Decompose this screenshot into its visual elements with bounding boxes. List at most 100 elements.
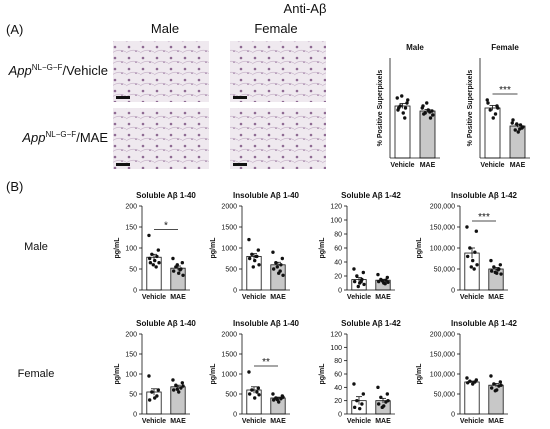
- micrograph: [113, 41, 209, 102]
- data-point: [401, 111, 405, 115]
- data-point: [247, 370, 251, 374]
- data-point: [518, 123, 523, 127]
- data-point: [171, 256, 175, 261]
- treatment: /MAE: [76, 130, 108, 145]
- x-tick-label: Vehicle: [480, 162, 504, 169]
- data-point: [281, 273, 285, 277]
- data-point: [511, 118, 515, 122]
- row-label: Male: [24, 241, 48, 253]
- y-tick-label: 150,000: [430, 225, 455, 232]
- scale-bar: [116, 96, 130, 99]
- data-point: [352, 382, 356, 386]
- data-point: [499, 272, 503, 276]
- data-point: [380, 405, 384, 410]
- data-point: [361, 270, 366, 275]
- data-point: [468, 246, 472, 250]
- micrograph: [113, 108, 209, 169]
- data-point: [384, 278, 388, 282]
- data-point: [178, 268, 182, 272]
- chart: Female % Positive Superpixels Vehicle MAE **…: [467, 43, 530, 169]
- superscript: NL−G−F: [46, 130, 77, 139]
- x-tick-label: MAE: [170, 294, 186, 301]
- data-point: [247, 256, 252, 261]
- data-point: [256, 386, 261, 390]
- data-point: [257, 393, 261, 397]
- y-axis-label: pg/mL: [416, 237, 423, 259]
- y-tick-label: 0: [233, 412, 237, 419]
- data-point: [177, 271, 181, 275]
- data-point: [385, 392, 390, 396]
- y-axis-label: pg/mL: [114, 237, 121, 259]
- micrographs: [113, 41, 326, 169]
- data-point: [153, 258, 157, 263]
- data-point: [148, 261, 153, 265]
- x-tick-label: Vehicle: [347, 418, 371, 425]
- y-axis-label: % Positive Superpixels: [377, 70, 384, 147]
- figure-title: Anti-Aβ: [284, 1, 327, 16]
- data-point: [397, 106, 401, 110]
- significance-label: **: [262, 357, 270, 368]
- y-tick-label: 60: [334, 372, 342, 379]
- data-point: [496, 268, 500, 272]
- data-point: [156, 248, 161, 252]
- y-tick-label: 1000: [221, 372, 237, 379]
- data-point: [150, 390, 154, 394]
- y-axis-label: pg/mL: [210, 237, 217, 259]
- data-point: [385, 275, 390, 280]
- data-point: [177, 390, 181, 394]
- data-point: [428, 110, 432, 114]
- data-point: [516, 130, 520, 134]
- micrograph: [230, 41, 326, 102]
- data-point: [271, 392, 275, 396]
- chart-title: Insoluble Aβ 1-40: [233, 319, 299, 328]
- data-point: [376, 279, 381, 284]
- y-tick-label: 1000: [221, 246, 237, 253]
- data-point: [489, 269, 494, 273]
- data-point: [492, 265, 496, 269]
- panel-label: (A): [6, 22, 23, 37]
- data-point: [254, 254, 258, 259]
- data-point: [279, 263, 283, 267]
- data-point: [181, 273, 185, 277]
- data-point: [465, 225, 469, 229]
- data-point: [400, 94, 404, 98]
- y-tick-label: 0: [451, 412, 455, 419]
- data-point: [376, 272, 380, 277]
- y-tick-label: 0: [233, 288, 237, 295]
- data-point: [361, 392, 366, 396]
- data-point: [493, 112, 498, 116]
- data-point: [471, 258, 475, 263]
- data-point: [473, 250, 477, 254]
- treatment: /Vehicle: [62, 63, 108, 78]
- data-point: [403, 116, 407, 120]
- data-point: [496, 106, 500, 110]
- chart-title: Soluble Aβ 1-40: [136, 319, 196, 328]
- data-point: [250, 388, 254, 392]
- significance-label: *: [164, 220, 168, 231]
- data-point: [474, 229, 479, 233]
- data-point: [253, 396, 257, 400]
- gene: App: [8, 63, 32, 78]
- y-tick-label: 100: [330, 218, 342, 225]
- y-tick-label: 200: [125, 332, 137, 339]
- y-tick-label: 80: [334, 358, 342, 365]
- data-point: [154, 265, 158, 269]
- x-tick-label: MAE: [488, 418, 504, 425]
- y-tick-label: 80: [334, 232, 342, 239]
- y-tick-label: 1500: [221, 352, 237, 359]
- y-tick-label: 50: [129, 267, 137, 274]
- chart: Soluble Aβ 1-42 0 20 40 60 80 100 120 pg/mL Vehic…: [319, 319, 401, 425]
- data-point: [253, 258, 257, 263]
- y-tick-label: 120: [330, 204, 342, 211]
- bar: [419, 110, 436, 159]
- y-tick-label: 100: [125, 372, 137, 379]
- y-tick-label: 20: [334, 274, 342, 281]
- data-point: [395, 96, 399, 100]
- x-tick-label: Vehicle: [242, 418, 266, 425]
- significance-label: ***: [499, 85, 511, 96]
- chart-title: Soluble Aβ 1-42: [341, 191, 401, 200]
- y-tick-label: 200,000: [430, 332, 455, 339]
- data-point: [376, 385, 380, 390]
- x-tick-label: Vehicle: [142, 294, 166, 301]
